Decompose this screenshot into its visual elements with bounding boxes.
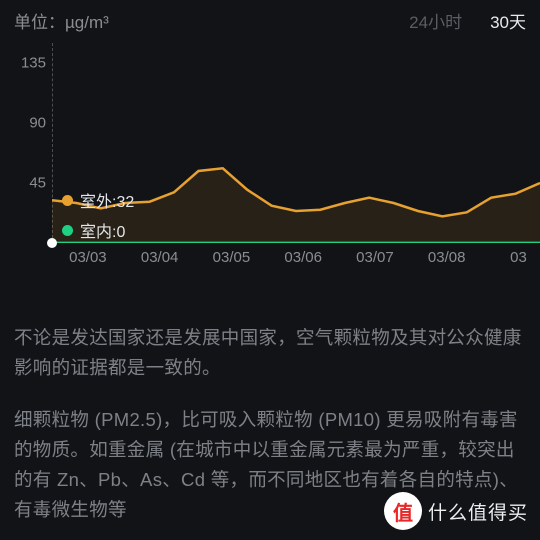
unit-prefix: 单位：	[14, 13, 65, 32]
watermark-symbol: 值	[393, 497, 413, 526]
cursor-marker	[47, 238, 57, 248]
y-axis: 4590135	[14, 43, 50, 243]
time-range-tabs: 24小时 30天	[409, 8, 526, 33]
watermark-text: 什么值得买	[428, 498, 528, 525]
unit-label: 单位：µg/m³	[14, 8, 109, 33]
x-axis: 03/0303/0403/0503/0603/0703/0803	[52, 249, 540, 271]
watermark-badge: 值 什么值得买	[384, 492, 528, 530]
watermark-circle-icon: 值	[384, 492, 422, 530]
chart-svg	[52, 43, 540, 243]
tab-24h[interactable]: 24小时	[409, 8, 462, 33]
pm-line-chart[interactable]: 4590135 室外:32 室内:0 03/0303/0403/0503/060…	[0, 43, 540, 275]
chart-header: 单位：µg/m³ 24小时 30天	[0, 0, 540, 37]
paragraph-1: 不论是发达国家还是发展中国家，空气颗粒物及其对公众健康影响的证据都是一致的。	[14, 323, 526, 383]
description-text: 不论是发达国家还是发展中国家，空气颗粒物及其对公众健康影响的证据都是一致的。 细…	[0, 275, 540, 525]
tab-30d[interactable]: 30天	[490, 8, 526, 33]
unit-value: µg/m³	[65, 13, 109, 32]
